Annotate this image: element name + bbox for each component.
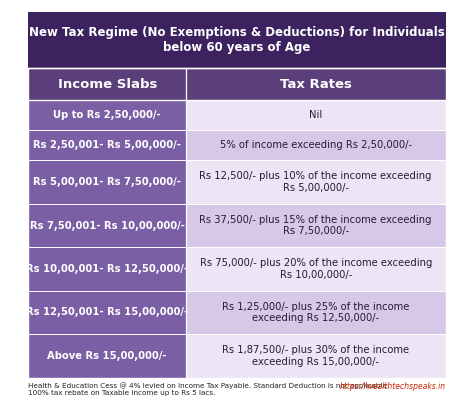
Text: Rs 1,87,500/- plus 30% of the income
exceeding Rs 15,00,000/-: Rs 1,87,500/- plus 30% of the income exc… — [222, 345, 409, 367]
Bar — [28, 204, 186, 247]
Bar — [28, 68, 186, 100]
Text: Up to Rs 2,50,000/-: Up to Rs 2,50,000/- — [54, 110, 161, 120]
Bar — [28, 12, 446, 68]
Bar — [186, 291, 446, 334]
Text: Above Rs 15,00,000/-: Above Rs 15,00,000/- — [47, 351, 167, 361]
Text: Rs 12,500/- plus 10% of the income exceeding
Rs 5,00,000/-: Rs 12,500/- plus 10% of the income excee… — [200, 171, 432, 193]
Text: Rs 12,50,001- Rs 15,00,000/-: Rs 12,50,001- Rs 15,00,000/- — [26, 308, 188, 317]
Text: New Tax Regime (No Exemptions & Deductions) for Individuals
below 60 years of Ag: New Tax Regime (No Exemptions & Deductio… — [29, 27, 445, 54]
Text: Rs 1,25,000/- plus 25% of the income
exceeding Rs 12,50,000/-: Rs 1,25,000/- plus 25% of the income exc… — [222, 302, 410, 323]
Text: Rs 5,00,001- Rs 7,50,000/-: Rs 5,00,001- Rs 7,50,000/- — [33, 177, 181, 187]
Bar — [28, 247, 186, 291]
Bar — [186, 204, 446, 247]
Bar — [28, 334, 186, 378]
Bar — [28, 68, 446, 378]
Bar — [28, 291, 186, 334]
Text: Rs 7,50,001- Rs 10,00,000/-: Rs 7,50,001- Rs 10,00,000/- — [30, 221, 185, 231]
Text: Health & Education Cess @ 4% levied on Income Tax Payable. Standard Deduction is: Health & Education Cess @ 4% levied on I… — [28, 382, 390, 395]
Text: Rs 2,50,001- Rs 5,00,000/-: Rs 2,50,001- Rs 5,00,000/- — [33, 140, 181, 150]
Text: Tax Rates: Tax Rates — [280, 78, 352, 90]
Bar — [186, 100, 446, 130]
Bar — [28, 130, 186, 161]
Text: Income Slabs: Income Slabs — [57, 78, 157, 90]
Text: Rs 10,00,001- Rs 12,50,000/-: Rs 10,00,001- Rs 12,50,000/- — [26, 264, 188, 274]
Text: https://wealthtechspeaks.in: https://wealthtechspeaks.in — [339, 382, 446, 391]
Bar — [28, 100, 186, 130]
Bar — [186, 161, 446, 204]
Text: Rs 75,000/- plus 20% of the income exceeding
Rs 10,00,000/-: Rs 75,000/- plus 20% of the income excee… — [200, 258, 432, 280]
Bar — [186, 334, 446, 378]
Bar — [186, 68, 446, 100]
Text: Rs 37,500/- plus 15% of the income exceeding
Rs 7,50,000/-: Rs 37,500/- plus 15% of the income excee… — [200, 215, 432, 237]
Text: Nil: Nil — [309, 110, 322, 120]
Bar — [186, 247, 446, 291]
Bar — [186, 130, 446, 161]
Text: 5% of income exceeding Rs 2,50,000/-: 5% of income exceeding Rs 2,50,000/- — [219, 140, 412, 150]
Bar — [28, 161, 186, 204]
